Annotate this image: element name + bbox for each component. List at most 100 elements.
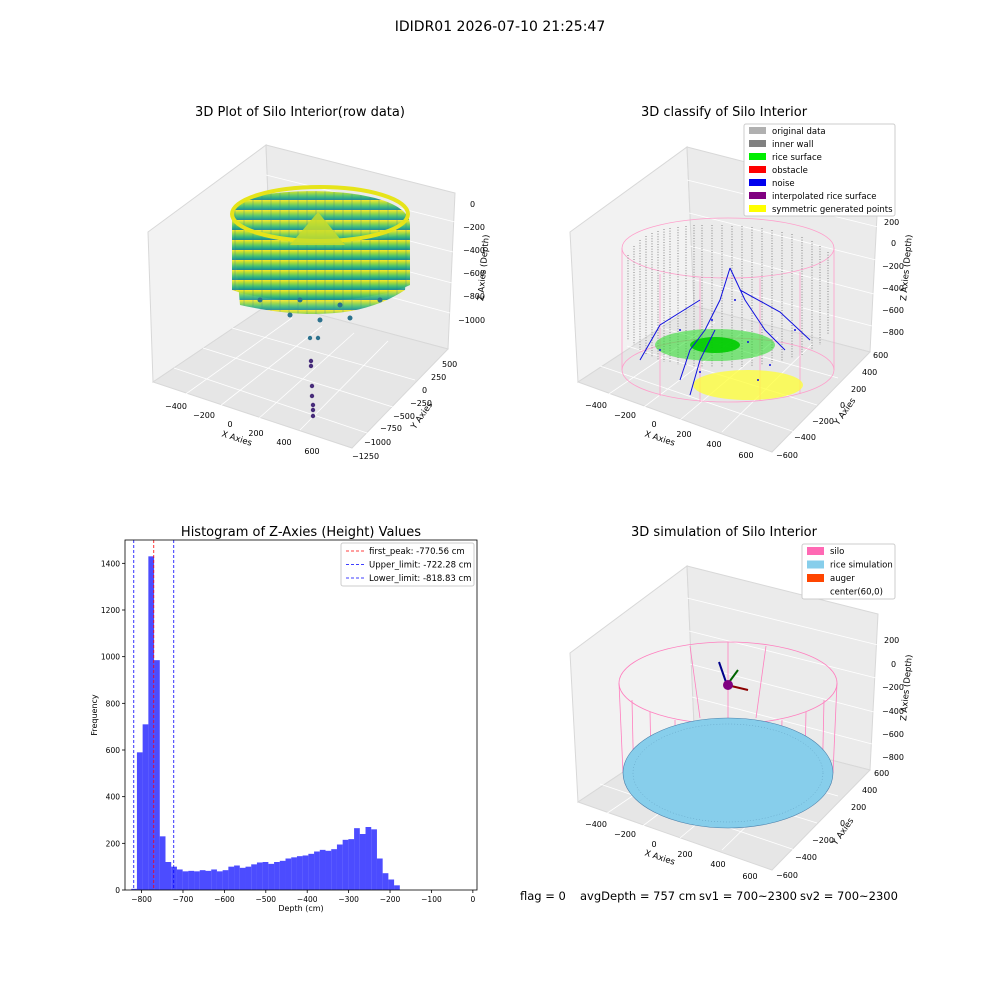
simulation-legend-label: auger [830,574,855,584]
histogram-bar [176,869,183,890]
raw-x-tick: 400 [276,438,291,447]
classify-y-tick: 400 [862,368,877,377]
simulation-legend-label: rice simulation [830,561,893,571]
classify-legend-swatch [749,166,766,173]
histogram-bar [251,864,257,890]
raw-y-tick: 500 [442,360,457,369]
raw-x-tick: 200 [248,429,263,438]
figure-suptitle: IDIDR01 2026-07-10 21:25:47 [395,19,606,35]
histogram-axes-frame [124,539,478,891]
classify-x-tick: 200 [676,430,691,439]
classify-z-tick: −200 [882,262,904,271]
histogram-bar [336,844,343,890]
simulation-z-ticks: 200 0 −200 −400 −600 −800 [882,636,904,762]
simulation-y-tick: 400 [862,786,877,795]
histogram-y-tick-label: 1000 [101,653,120,662]
histogram-y-tick-label: 600 [106,746,121,755]
histogram-bar [394,885,400,890]
histogram-bar [148,556,155,890]
raw-x-tick: 600 [304,447,319,456]
histogram-y-ticks: 0 200 400 600 800 1000 1200 1400 [101,559,125,895]
simulation-z-label: Z Axies (Depth) [899,654,915,721]
raw-x-tick: −400 [165,402,187,411]
histogram-bar [302,855,309,890]
simulation-legend-swatch [807,560,824,569]
classify-x-tick: 600 [738,451,753,460]
histogram-bar [354,828,360,890]
panel-classify-3d: 3D classify of Silo Interior [569,105,915,460]
histogram-x-tick-label: −100 [421,895,442,904]
simulation-legend: silo rice simulation auger center(60,0) [801,543,896,600]
simulation-legend-label: silo [830,547,844,557]
histogram-bar [262,862,269,890]
classify-legend: original data inner wall rice surface obsta… [743,123,896,217]
classify-legend-swatch [749,192,766,199]
classify-y-tick: −400 [794,433,816,442]
simulation-rice-disk [622,717,834,829]
histogram-bar [342,839,349,890]
histogram-bar [136,752,143,890]
histogram-y-label: Frequency [90,694,99,736]
classify-legend-swatch [749,153,766,160]
simulation-x-tick: 600 [742,872,757,881]
simulation-y-tick: 200 [851,803,866,812]
classify-legend-swatch [749,179,766,186]
raw-z-label: Z Axies (Depth) [476,234,492,301]
histogram-bar [194,871,200,890]
raw-z-tick: 0 [470,200,475,209]
histogram-title: Histogram of Z-Axies (Height) Values [181,525,421,540]
histogram-bar [188,870,195,890]
panel-simulation-3d: 3D simulation of Silo Interior [569,525,915,881]
histogram-bar [388,879,395,890]
histogram-bar [325,850,332,890]
histogram-x-tick-label: −800 [131,895,152,904]
status-sv2: sv2 = 700~2300 [800,889,898,903]
simulation-rice-disk-texture [632,723,824,823]
classify-legend-label: obstacle [772,166,808,176]
histogram-bar [274,862,280,890]
raw-y-tick: −1000 [364,438,391,447]
classify-z-tick: 0 [891,239,896,248]
classify-symmetric-points [693,370,803,400]
simulation-legend-swatch [807,574,824,582]
histogram-bar [382,873,389,890]
histogram-bar [171,866,177,890]
raw-y-tick: 0 [422,386,427,395]
raw-y-ticks: 500 250 0 −250 −500 −750 −1000 −1250 [352,360,457,461]
classify-x-tick: −400 [585,401,607,410]
raw-y-tick: 250 [431,373,446,382]
classify-legend-label: symmetric generated points [772,205,893,215]
histogram-bar [245,866,252,890]
histogram-bar [296,856,303,890]
histogram-y-tick-label: 0 [115,886,120,895]
classify-legend-swatch [749,205,766,212]
raw-y-tick: −500 [393,412,415,421]
simulation-x-ticks: −400 −200 0 200 400 600 [585,820,758,881]
classify-z-tick: −400 [882,284,904,293]
histogram-x-tick-label: 0 [470,895,475,904]
simulation-legend-label: center(60,0) [830,588,883,598]
simulation-y-tick: −400 [795,853,817,862]
histogram-bar [371,829,377,890]
simulation-z-tick: −800 [882,753,904,762]
simulation-z-tick: −200 [882,683,904,692]
classify-x-ticks: −400 −200 0 200 400 600 [585,401,754,460]
histogram-bar [199,870,206,890]
histogram-reference-lines [133,540,175,890]
raw-z-ticks: 0 −200 −400 −600 −800 −1000 [458,200,485,325]
raw-z-tick: −800 [463,292,485,301]
classify-z-tick: −600 [882,306,904,315]
histogram-bar [154,660,160,890]
simulation-x-tick: −200 [614,830,636,839]
histogram-y-tick-label: 800 [106,699,121,708]
classify-legend-swatch [749,127,766,134]
raw-x-ticks: −400 −200 0 200 400 600 [165,402,320,456]
panel-histogram: Histogram of Z-Axies (Height) Values −80… [90,525,478,913]
raw-z-tick: −400 [463,246,485,255]
classify-x-tick: 400 [706,440,721,449]
classify-y-ticks: 600 400 200 0 −200 −400 −600 [776,351,888,460]
histogram-bar [239,867,246,890]
histogram-bar [319,849,326,890]
histogram-bar [165,862,172,890]
simulation-y-tick: 0 [840,819,845,828]
